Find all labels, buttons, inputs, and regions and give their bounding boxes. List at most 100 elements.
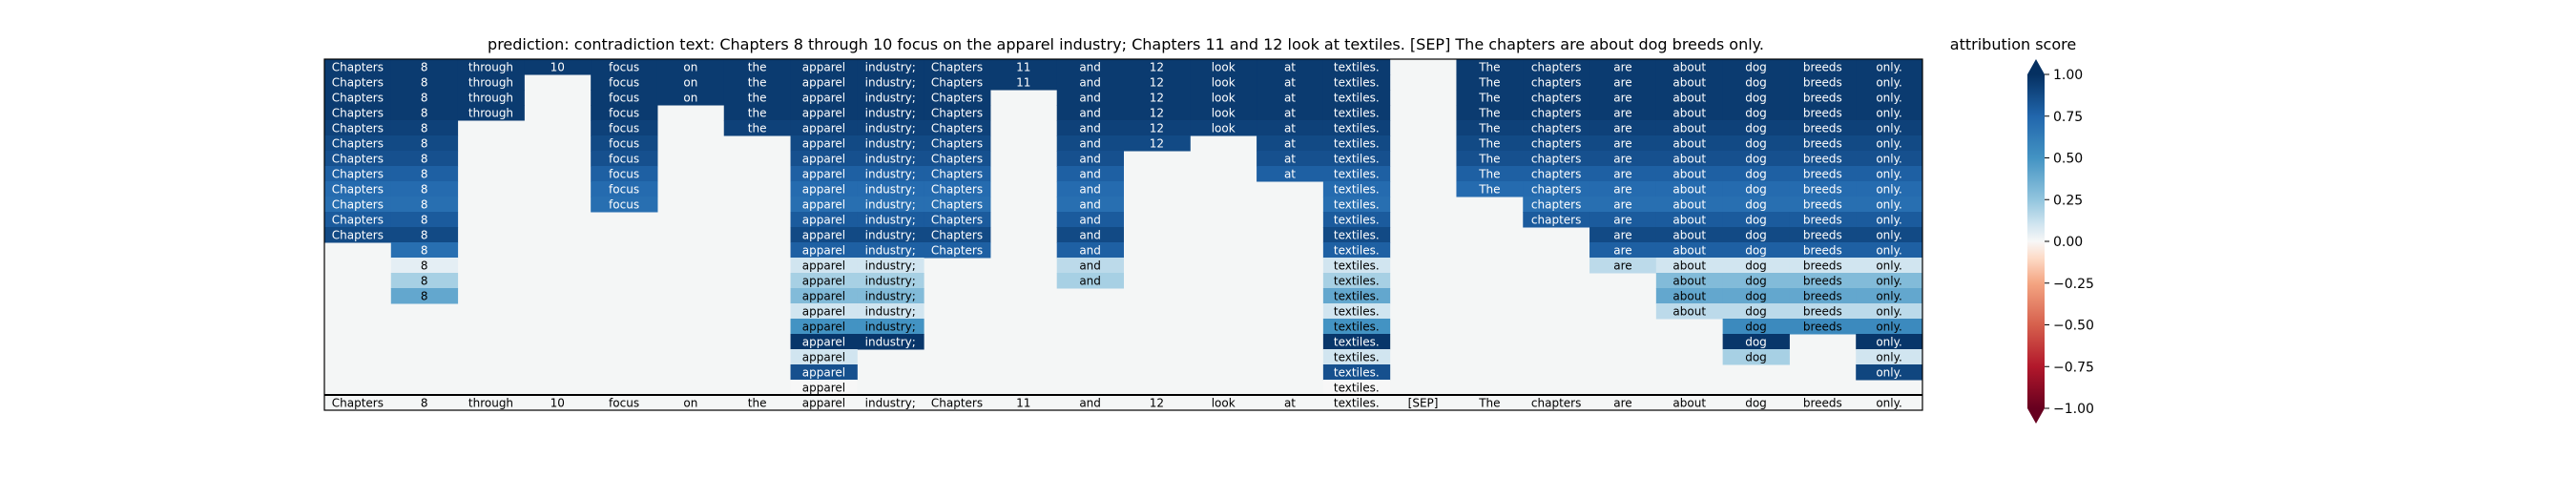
heatmap-cell [1856, 288, 1923, 304]
heatmap-cell-label: and [1079, 244, 1101, 258]
heatmap-cell [790, 227, 858, 243]
heatmap-cell-label: chapters [1531, 61, 1581, 74]
heatmap-cell-label: dog [1745, 290, 1767, 303]
heatmap-cell-label: breeds [1803, 61, 1842, 74]
heatmap-cell-label: industry; [865, 61, 916, 74]
heatmap-cell-label: the [748, 76, 767, 90]
heatmap-cell [1789, 74, 1857, 91]
heatmap-cell-label: apparel [802, 336, 845, 349]
heatmap-cell-label: The [1478, 107, 1500, 120]
heatmap-cell-label: textiles. [1334, 214, 1380, 227]
heatmap-cell-label: Chapters [332, 107, 384, 120]
heatmap-cell-label: 8 [421, 244, 428, 258]
heatmap-cell [1322, 364, 1391, 381]
heatmap-cell-label: only. [1876, 107, 1902, 120]
heatmap-cell-label: and [1079, 92, 1101, 105]
heatmap-cell-label: industry; [865, 336, 916, 349]
heatmap-cell [457, 90, 525, 106]
heatmap-cell-label: industry; [865, 137, 916, 151]
heatmap-cell [723, 74, 792, 91]
token-axis-label: industry; [865, 397, 916, 410]
heatmap-cell-label: about [1672, 107, 1706, 120]
heatmap-cell-label: dog [1745, 229, 1767, 242]
heatmap-cell [1655, 197, 1724, 213]
token-axis-label: about [1672, 397, 1706, 410]
heatmap-cell-label: only. [1876, 259, 1902, 273]
heatmap-cell [390, 120, 459, 136]
heatmap-cell-label: at [1284, 107, 1296, 120]
heatmap-cell [1789, 59, 1857, 75]
heatmap-cell-label: only. [1876, 168, 1902, 181]
heatmap-cell-label: Chapters [332, 92, 384, 105]
token-axis-label: focus [609, 397, 639, 410]
heatmap-cell [390, 288, 459, 304]
heatmap-cell-label: chapters [1531, 92, 1581, 105]
heatmap-cell-label: The [1478, 122, 1500, 135]
heatmap-cell-label: Chapters [931, 244, 983, 258]
heatmap-cell-label: industry; [865, 107, 916, 120]
heatmap-cell-label: only. [1876, 366, 1902, 380]
heatmap-cell-label: apparel [802, 198, 845, 212]
heatmap-cell [1523, 135, 1590, 152]
heatmap-cell [1856, 120, 1923, 136]
heatmap-cell [1322, 197, 1391, 213]
heatmap-cell [1589, 90, 1657, 106]
heatmap-cell-label: textiles. [1334, 168, 1380, 181]
heatmap-cell [1655, 59, 1724, 75]
heatmap-cell [1056, 90, 1124, 106]
heatmap-cell-label: and [1079, 153, 1101, 166]
heatmap-cell [1523, 212, 1590, 228]
heatmap-cell [1655, 181, 1724, 197]
heatmap-cell-label: apparel [802, 321, 845, 334]
heatmap-cell [1789, 242, 1857, 259]
heatmap-cell [1722, 181, 1790, 197]
heatmap-cell-label: 10 [551, 61, 565, 74]
heatmap-cell [1523, 59, 1590, 75]
colorbar-tick-label: −1.00 [2053, 402, 2094, 417]
heatmap-cell [591, 120, 658, 136]
heatmap-cell-label: dog [1745, 168, 1767, 181]
heatmap-cell [1322, 59, 1391, 75]
heatmap-cell-label: apparel [802, 92, 845, 105]
heatmap-cell-label: on [683, 92, 697, 105]
heatmap-cell-label: only. [1876, 321, 1902, 334]
heatmap-cell [1056, 151, 1124, 167]
heatmap-cell-label: Chapters [931, 122, 983, 135]
heatmap-cell-label: Chapters [332, 183, 384, 197]
heatmap-cell [390, 242, 459, 259]
heatmap-cell [324, 197, 392, 213]
heatmap-cell-label: breeds [1803, 198, 1842, 212]
heatmap-cell [924, 181, 991, 197]
heatmap-cell [1123, 105, 1191, 121]
heatmap-cell-label: breeds [1803, 122, 1842, 135]
heatmap-cell [790, 380, 858, 396]
heatmap-cell [1322, 227, 1391, 243]
heatmap-cell [1056, 212, 1124, 228]
heatmap-cell-label: apparel [802, 153, 845, 166]
heatmap-cell-label: focus [609, 122, 639, 135]
heatmap-cell-label: dog [1745, 351, 1767, 364]
heatmap-cell [924, 74, 991, 91]
heatmap-cell [924, 90, 991, 106]
heatmap-cell-label: textiles. [1334, 153, 1380, 166]
heatmap-cell [1856, 181, 1923, 197]
heatmap-cell [857, 197, 924, 213]
heatmap-cell [1257, 135, 1324, 152]
heatmap-cell [324, 227, 392, 243]
heatmap-cell [1589, 197, 1657, 213]
heatmap-cell [1655, 242, 1724, 259]
heatmap-cell-label: textiles. [1334, 382, 1380, 395]
heatmap-cell-label: and [1079, 259, 1101, 273]
heatmap-cell [1456, 59, 1524, 75]
heatmap-cell [924, 105, 991, 121]
heatmap-cell-label: textiles. [1334, 259, 1380, 273]
heatmap-cell-label: only. [1876, 305, 1902, 319]
heatmap-cell [1655, 166, 1724, 182]
heatmap-cell [1523, 90, 1590, 106]
heatmap-cell-label: 8 [421, 229, 428, 242]
colorbar-tick-label: 0.75 [2053, 110, 2083, 125]
heatmap-cell-label: about [1672, 198, 1706, 212]
heatmap-cell [1322, 349, 1391, 365]
heatmap-cell-label: Chapters [931, 153, 983, 166]
heatmap-cell [1722, 135, 1790, 152]
